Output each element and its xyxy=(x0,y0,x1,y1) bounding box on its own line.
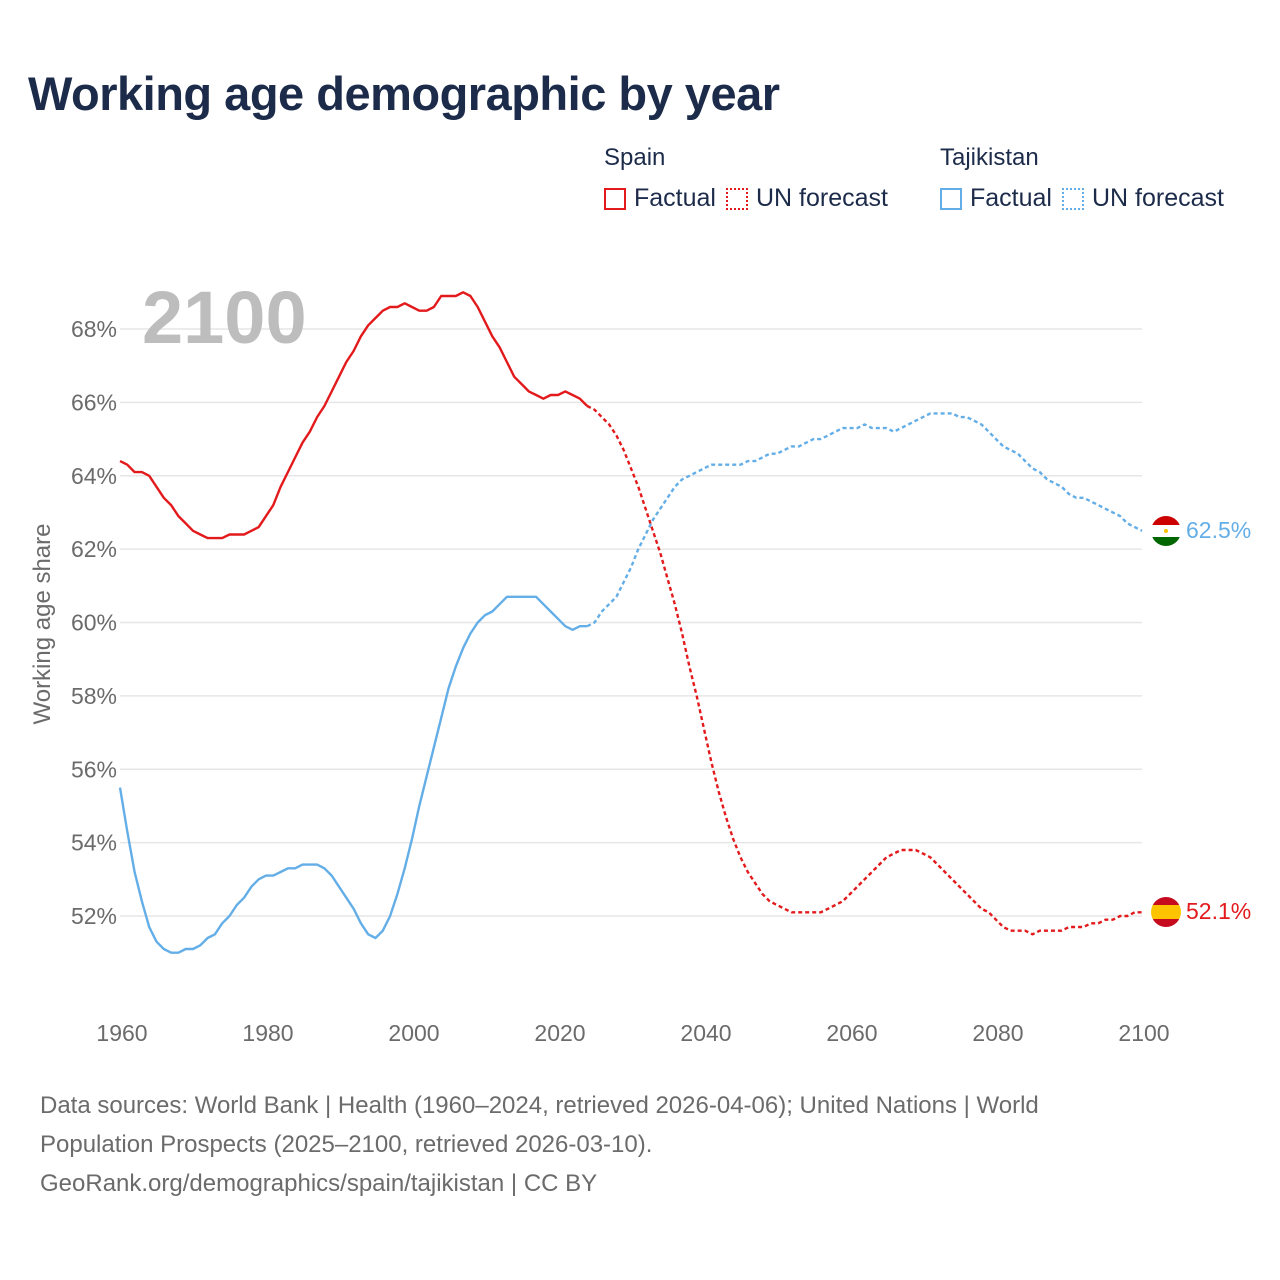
swatch-solid-icon xyxy=(940,187,962,210)
y-tick-label: 56% xyxy=(71,756,117,782)
footer-line: Data sources: World Bank | Health (1960–… xyxy=(40,1092,1039,1119)
legend-country-spain: Spain xyxy=(604,144,666,171)
footer-sources: Data sources: World Bank | Health (1960–… xyxy=(40,1086,1240,1203)
legend-item-tajikistan-factual[interactable]: Factual xyxy=(940,184,1052,213)
y-tick-label: 54% xyxy=(71,830,117,856)
legend-item-tajikistan-forecast[interactable]: UN forecast xyxy=(1061,184,1224,213)
series-lines xyxy=(118,291,1143,954)
legend-group-tajikistan: Tajikistan Factual UN forecast xyxy=(940,144,1224,213)
legend-country-tajikistan: Tajikistan xyxy=(940,144,1039,171)
legend-label: Factual xyxy=(634,184,716,212)
x-tick-label: 1960 xyxy=(96,1020,147,1046)
x-tick-label: 2060 xyxy=(826,1020,877,1046)
series-line-tajikistan-forecast[interactable] xyxy=(586,412,1143,628)
gridlines xyxy=(120,328,1142,917)
y-tick-label: 66% xyxy=(71,389,117,415)
y-tick-label: 60% xyxy=(71,610,117,636)
x-tick-label: 2040 xyxy=(680,1020,731,1046)
year-watermark: 2100 xyxy=(142,276,307,359)
flag-tajikistan-icon xyxy=(1151,516,1181,546)
legend-item-spain-factual[interactable]: Factual xyxy=(604,184,716,213)
legend-item-spain-forecast[interactable]: UN forecast xyxy=(725,184,888,213)
footer-line: Population Prospects (2025–2100, retriev… xyxy=(40,1131,653,1158)
series-line-tajikistan-factual[interactable] xyxy=(118,595,588,954)
legend-label: UN forecast xyxy=(755,184,888,212)
y-tick-label: 58% xyxy=(71,683,117,709)
end-label-tajikistan: 62.5% xyxy=(1186,517,1251,543)
x-tick-label: 2000 xyxy=(388,1020,439,1046)
legend-label: UN forecast xyxy=(1091,184,1224,212)
legend-label: Factual xyxy=(970,184,1052,212)
y-tick-label: 64% xyxy=(71,463,117,489)
flag-spain-icon xyxy=(1151,897,1181,927)
y-tick-label: 52% xyxy=(71,903,117,929)
x-tick-label: 2100 xyxy=(1118,1020,1169,1046)
y-axis-ticks: 52% 54% 56% 58% 60% 62% 64% 66% 68% xyxy=(71,316,117,929)
y-tick-label: 62% xyxy=(71,536,117,562)
y-axis-label: Working age share xyxy=(29,524,56,725)
end-label-spain: 52.1% xyxy=(1186,898,1251,924)
x-axis-ticks: 1960 1980 2000 2020 2040 2060 2080 2100 xyxy=(96,1020,1169,1046)
swatch-dotted-icon xyxy=(1061,187,1084,210)
y-tick-label: 68% xyxy=(71,316,117,342)
series-line-spain-factual[interactable] xyxy=(119,291,589,540)
footer-line: GeoRank.org/demographics/spain/tajikista… xyxy=(40,1170,598,1197)
x-tick-label: 2080 xyxy=(972,1020,1023,1046)
chart-title: Working age demographic by year xyxy=(28,67,780,120)
swatch-solid-icon xyxy=(604,187,626,210)
series-line-spain-forecast[interactable] xyxy=(586,404,1142,936)
swatch-dotted-icon xyxy=(725,187,748,210)
legend-group-spain: Spain Factual UN forecast xyxy=(604,144,888,213)
x-tick-label: 1980 xyxy=(242,1020,293,1046)
x-tick-label: 2020 xyxy=(534,1020,585,1046)
